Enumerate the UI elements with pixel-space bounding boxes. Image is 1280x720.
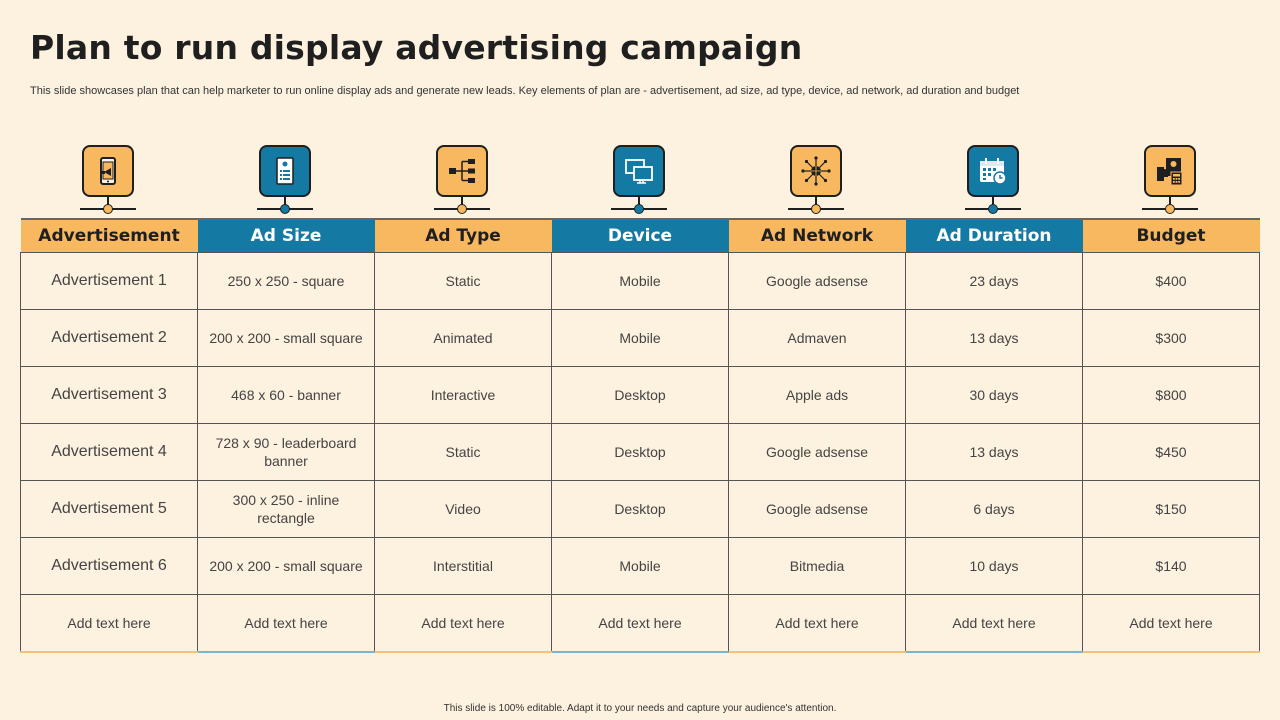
document-list-icon <box>259 145 311 197</box>
connector-dot <box>988 204 998 214</box>
table-cell: Desktop <box>551 480 729 538</box>
icon-cell-device <box>551 145 728 217</box>
table-cell: $300 <box>1082 309 1260 367</box>
table-cell: 250 x 250 - square <box>197 252 375 310</box>
table-cell: Add text here <box>905 594 1083 653</box>
table-cell: Advertisement 5 <box>20 480 198 538</box>
table-cell: $450 <box>1082 423 1260 481</box>
table-cell: Add text here <box>1082 594 1260 653</box>
table-cell: Desktop <box>551 366 729 424</box>
table-cell: Google adsense <box>728 480 906 538</box>
connector-line <box>638 197 640 205</box>
icon-cell-advertisement <box>20 145 197 217</box>
table-cell: Add text here <box>728 594 906 653</box>
table-cell: Mobile <box>551 252 729 310</box>
table-cell: Interactive <box>374 366 552 424</box>
table-cell: $800 <box>1082 366 1260 424</box>
connector-line <box>1169 197 1171 205</box>
table-cell: Add text here <box>197 594 375 653</box>
campaign-plan-table: Advertisement Ad Size Ad Type Device Ad … <box>20 218 1260 653</box>
column-header-budget: Budget <box>1082 218 1260 253</box>
table-cell: 13 days <box>905 423 1083 481</box>
table-cell: 728 x 90 - leaderboard banner <box>197 423 375 481</box>
column-header-advertisement: Advertisement <box>20 218 198 253</box>
table-cell: Bitmedia <box>728 537 906 595</box>
connector-dot <box>280 204 290 214</box>
table-cell: Mobile <box>551 537 729 595</box>
table-cell: Apple ads <box>728 366 906 424</box>
table-cell: 23 days <box>905 252 1083 310</box>
table-cell: Google adsense <box>728 423 906 481</box>
table-row: Advertisement 6 200 x 200 - small square… <box>20 537 1260 595</box>
connector-line <box>815 197 817 205</box>
connector-line <box>992 197 994 205</box>
monitors-icon <box>613 145 665 197</box>
connector-dot <box>811 204 821 214</box>
table-cell: Video <box>374 480 552 538</box>
connector-dot <box>457 204 467 214</box>
table-header-row: Advertisement Ad Size Ad Type Device Ad … <box>20 218 1260 253</box>
table-cell: Static <box>374 252 552 310</box>
budget-calculator-icon <box>1144 145 1196 197</box>
table-row-placeholder: Add text here Add text here Add text her… <box>20 594 1260 653</box>
connector-dot <box>1165 204 1175 214</box>
table-cell: 13 days <box>905 309 1083 367</box>
table-cell: 300 x 250 - inline rectangle <box>197 480 375 538</box>
table-cell: $400 <box>1082 252 1260 310</box>
table-cell: Interstitial <box>374 537 552 595</box>
connector-line <box>461 197 463 205</box>
table-cell: 200 x 200 - small square <box>197 309 375 367</box>
table-cell: 468 x 60 - banner <box>197 366 375 424</box>
column-header-ad-network: Ad Network <box>728 218 906 253</box>
table-cell: Mobile <box>551 309 729 367</box>
network-globe-icon <box>790 145 842 197</box>
table-cell: Static <box>374 423 552 481</box>
page-subtitle: This slide showcases plan that can help … <box>30 85 1020 97</box>
table-cell: Advertisement 3 <box>20 366 198 424</box>
footer-note: This slide is 100% editable. Adapt it to… <box>443 703 837 714</box>
table-cell: 200 x 200 - small square <box>197 537 375 595</box>
mobile-megaphone-icon <box>82 145 134 197</box>
table-cell: Add text here <box>551 594 729 653</box>
icon-cell-ad-duration <box>905 145 1082 217</box>
table-row: Advertisement 2 200 x 200 - small square… <box>20 309 1260 367</box>
calendar-clock-icon <box>967 145 1019 197</box>
table-cell: Add text here <box>374 594 552 653</box>
connector-dot <box>634 204 644 214</box>
table-cell: Advertisement 1 <box>20 252 198 310</box>
table-cell: Google adsense <box>728 252 906 310</box>
connector-line <box>284 197 286 205</box>
table-cell: 30 days <box>905 366 1083 424</box>
table-cell: Admaven <box>728 309 906 367</box>
column-header-ad-type: Ad Type <box>374 218 552 253</box>
connector-dot <box>103 204 113 214</box>
table-cell: $150 <box>1082 480 1260 538</box>
table-cell: 6 days <box>905 480 1083 538</box>
icon-cell-ad-type <box>374 145 551 217</box>
icon-cell-ad-network <box>728 145 905 217</box>
column-header-ad-duration: Ad Duration <box>905 218 1083 253</box>
table-cell: Animated <box>374 309 552 367</box>
column-header-device: Device <box>551 218 729 253</box>
icon-cell-budget <box>1082 145 1259 217</box>
table-cell: Advertisement 6 <box>20 537 198 595</box>
icons-row <box>20 145 1260 217</box>
table-row: Advertisement 1 250 x 250 - square Stati… <box>20 252 1260 310</box>
table-cell: Add text here <box>20 594 198 653</box>
table-row: Advertisement 4 728 x 90 - leaderboard b… <box>20 423 1260 481</box>
table-row: Advertisement 5 300 x 250 - inline recta… <box>20 480 1260 538</box>
table-cell: $140 <box>1082 537 1260 595</box>
column-header-ad-size: Ad Size <box>197 218 375 253</box>
table-row: Advertisement 3 468 x 60 - banner Intera… <box>20 366 1260 424</box>
page-title: Plan to run display advertising campaign <box>30 28 803 67</box>
table-cell: 10 days <box>905 537 1083 595</box>
icon-cell-ad-size <box>197 145 374 217</box>
table-cell: Desktop <box>551 423 729 481</box>
connector-line <box>107 197 109 205</box>
table-cell: Advertisement 2 <box>20 309 198 367</box>
table-cell: Advertisement 4 <box>20 423 198 481</box>
hierarchy-icon <box>436 145 488 197</box>
